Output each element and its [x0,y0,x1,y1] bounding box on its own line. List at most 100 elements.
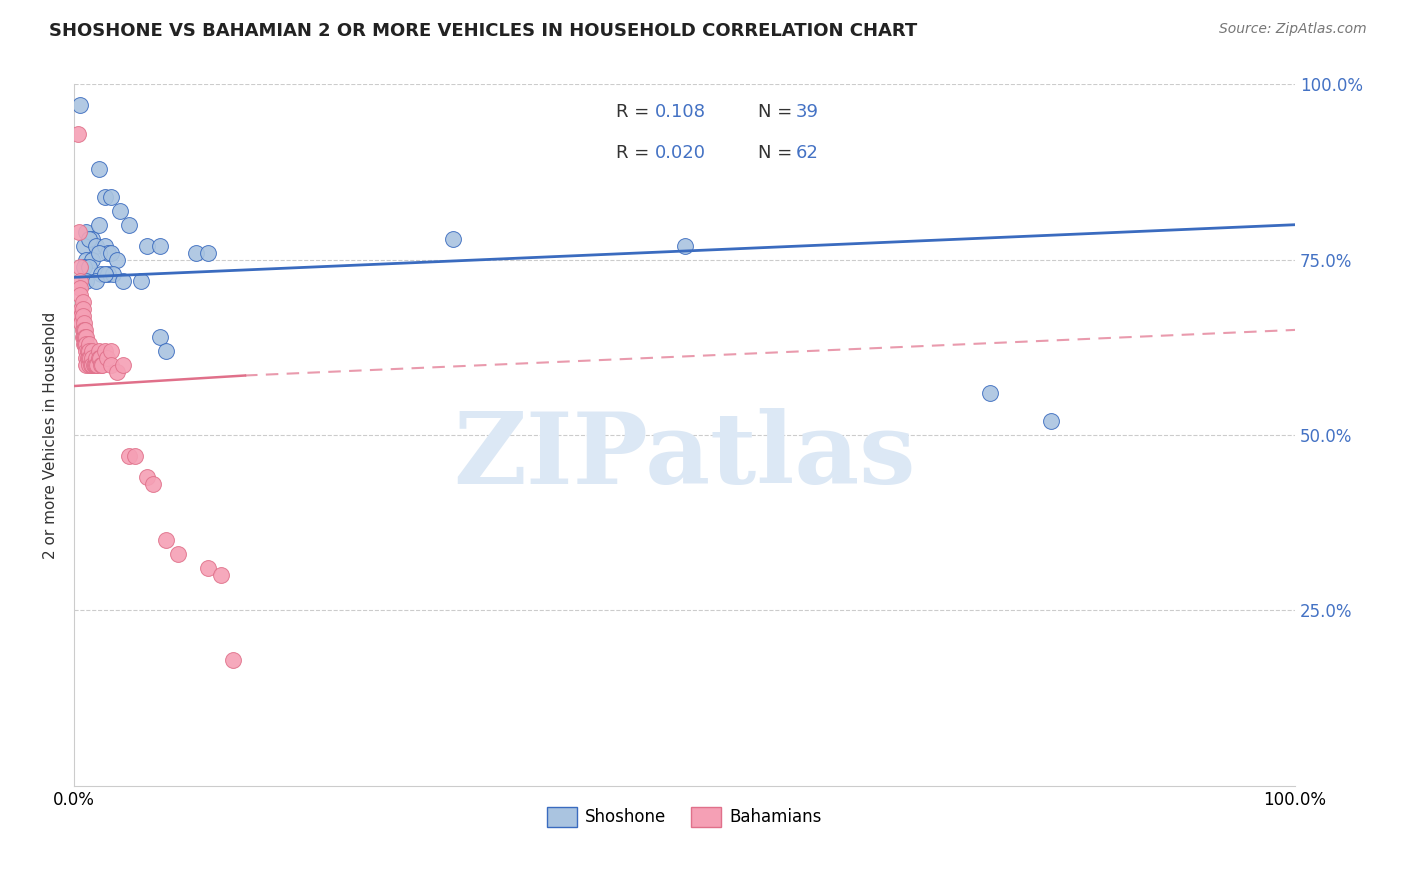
Text: 0.020: 0.020 [655,145,706,162]
Point [148,239,170,253]
Point [96,351,118,365]
Point [197,561,219,575]
Point [69,274,91,288]
Point [75,358,97,372]
Point [93,267,115,281]
Point [186,245,208,260]
Point [87,218,110,232]
Text: R =: R = [616,145,655,162]
Point [75,323,97,337]
Point [77,351,100,365]
Point [197,245,219,260]
Point [70,301,93,316]
Point [70,309,93,323]
Point [100,189,122,203]
Text: SHOSHONE VS BAHAMIAN 2 OR MORE VEHICLES IN HOUSEHOLD CORRELATION CHART: SHOSHONE VS BAHAMIAN 2 OR MORE VEHICLES … [49,22,918,40]
Point [72,323,94,337]
Point [69,260,91,274]
Point [93,189,115,203]
Point [73,239,96,253]
Point [82,232,104,246]
Point [111,358,134,372]
Point [105,365,128,379]
Point [82,351,104,365]
Point [118,449,141,463]
Point [67,225,90,239]
Text: R =: R = [616,103,655,121]
Y-axis label: 2 or more Vehicles in Household: 2 or more Vehicles in Household [44,311,58,558]
Point [979,386,1001,401]
Point [129,274,152,288]
Text: Source: ZipAtlas.com: Source: ZipAtlas.com [1219,22,1367,37]
Point [73,260,96,274]
Point [69,281,91,295]
Point [73,337,96,351]
Point [69,288,91,302]
Point [84,274,107,288]
Point [80,358,103,372]
Point [75,337,97,351]
Point [89,351,111,365]
Point [75,343,97,358]
Point [73,323,96,337]
Point [82,358,104,372]
Point [100,245,122,260]
Point [118,218,141,232]
Point [72,309,94,323]
Point [1039,414,1062,428]
Point [87,245,110,260]
Point [69,98,91,112]
Point [75,351,97,365]
Point [167,547,190,561]
Point [75,330,97,344]
Point [87,161,110,176]
Point [76,343,98,358]
Point [83,358,105,372]
Point [97,245,120,260]
Point [155,343,177,358]
Point [77,343,100,358]
Point [72,330,94,344]
Point [75,337,97,351]
Point [148,330,170,344]
Point [77,232,100,246]
Point [93,239,115,253]
Point [209,568,232,582]
Point [90,267,112,281]
Point [222,652,245,666]
Point [87,351,110,365]
Text: N =: N = [758,145,797,162]
Point [77,358,100,372]
Point [111,274,134,288]
Point [83,358,105,372]
Point [72,294,94,309]
Point [75,252,97,267]
Text: 39: 39 [796,103,818,121]
Point [86,358,108,372]
Point [75,225,97,239]
Point [75,274,97,288]
Point [136,470,159,484]
Point [100,343,122,358]
Point [105,252,128,267]
Point [82,343,104,358]
Point [77,337,100,351]
Point [75,330,97,344]
Point [91,358,114,372]
Point [142,477,165,491]
Point [84,358,107,372]
Point [441,232,464,246]
Point [79,351,101,365]
Point [124,449,146,463]
Point [66,127,89,141]
Legend: Shoshone, Bahamians: Shoshone, Bahamians [540,800,830,833]
Point [155,533,177,548]
Point [73,330,96,344]
Point [73,316,96,330]
Point [87,343,110,358]
Point [110,203,132,218]
Point [70,316,93,330]
Text: 0.108: 0.108 [655,103,706,121]
Point [101,267,124,281]
Point [72,301,94,316]
